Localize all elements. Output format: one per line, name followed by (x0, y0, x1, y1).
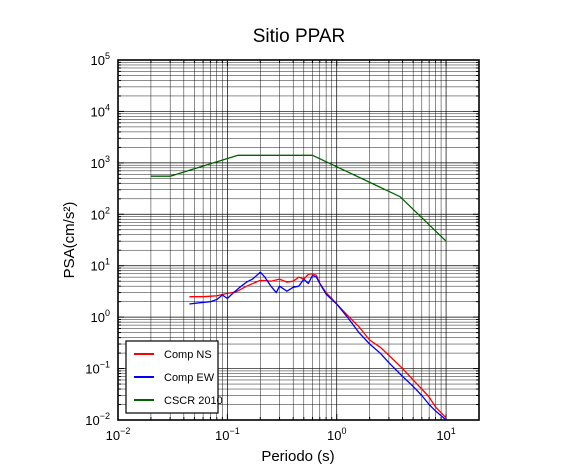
legend-label: CSCR 2010 (164, 395, 223, 407)
y-tick-label: 104 (91, 102, 110, 119)
y-tick-label: 101 (91, 257, 110, 274)
series-line-0 (189, 273, 447, 419)
series-lines (150, 154, 447, 421)
y-tick-label: 10−1 (85, 360, 110, 377)
legend: Comp NS Comp EW CSCR 2010 (125, 340, 223, 414)
y-axis-label: PSA(cm/s²) (61, 202, 78, 279)
series-line-2 (150, 154, 447, 242)
grid (117, 59, 480, 421)
y-tick-label: 100 (91, 308, 110, 325)
plot-frame (117, 59, 480, 421)
x-tick-label: 10−2 (106, 426, 131, 443)
x-tick-label: 10−1 (215, 426, 240, 443)
y-tick-label: 103 (91, 154, 110, 171)
legend-label: Comp EW (164, 372, 215, 384)
x-axis-label: Periodo (s) (261, 448, 334, 465)
x-tick-label: 100 (327, 426, 346, 443)
axis-ticks: 10−2 10−1 100 101 10−2 10−1 100 101 102 103 104 105 (85, 51, 480, 443)
y-tick-label: 105 (91, 51, 110, 68)
x-tick-label: 101 (436, 426, 455, 443)
legend-label: Comp NS (164, 349, 212, 361)
y-tick-label: 10−2 (85, 411, 110, 428)
series-line-1 (189, 271, 447, 421)
y-tick-label: 102 (91, 205, 110, 222)
chart-title: Sitio PPAR (253, 26, 346, 47)
